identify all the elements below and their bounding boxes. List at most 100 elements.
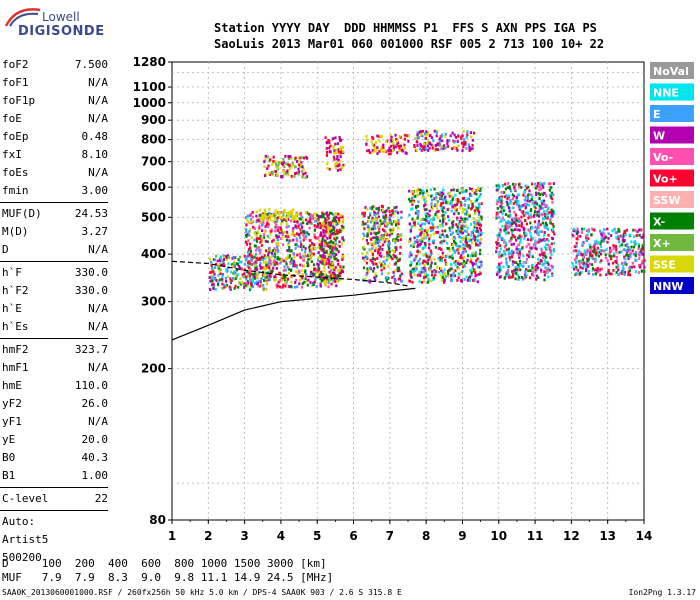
echo-pixel bbox=[467, 254, 470, 258]
echo-pixel bbox=[512, 202, 515, 205]
echo-pixel bbox=[479, 252, 482, 256]
echo-pixel bbox=[448, 139, 451, 142]
echo-pixel bbox=[430, 221, 433, 225]
echo-pixel bbox=[479, 272, 482, 276]
echo-pixel bbox=[381, 248, 384, 251]
echo-pixel bbox=[296, 220, 299, 224]
echo-pixel bbox=[268, 246, 271, 250]
echo-pixel bbox=[553, 249, 556, 253]
echo-pixel bbox=[440, 194, 444, 198]
echo-pixel bbox=[218, 278, 221, 282]
echo-pixel bbox=[334, 266, 337, 269]
echo-pixel bbox=[416, 188, 419, 192]
echo-pixel bbox=[468, 145, 471, 149]
echo-pixel bbox=[337, 158, 340, 162]
echo-pixel bbox=[388, 216, 392, 219]
echo-pixel bbox=[469, 268, 472, 272]
echo-pixel bbox=[258, 226, 261, 230]
ionogram-plot: 1 2 3 4 5 6 7 8 9 10 11 12 13 14802003004005006007008… bbox=[133, 55, 694, 543]
echo-pixel bbox=[416, 243, 420, 247]
echo-pixel bbox=[428, 209, 431, 213]
echo-pixel bbox=[572, 249, 575, 253]
echo-pixel bbox=[462, 260, 465, 263]
echo-pixel bbox=[328, 232, 331, 236]
echo-pixel bbox=[421, 145, 424, 148]
echo-pixel bbox=[552, 182, 555, 185]
echo-pixel bbox=[607, 268, 610, 272]
echo-pixel bbox=[518, 234, 521, 238]
echo-pixel bbox=[285, 280, 288, 284]
echo-pixel bbox=[409, 270, 412, 274]
echo-pixel bbox=[581, 266, 584, 270]
echo-pixel bbox=[335, 284, 338, 288]
echo-pixel bbox=[309, 217, 312, 221]
echo-pixel bbox=[413, 145, 416, 149]
echo-pixel bbox=[479, 223, 482, 227]
echo-pixel bbox=[583, 227, 586, 231]
echo-pixel bbox=[290, 280, 293, 284]
x-tick-label: 7 bbox=[386, 529, 394, 543]
echo-pixel bbox=[551, 209, 554, 213]
echo-pixel bbox=[380, 204, 383, 208]
echo-pixel bbox=[306, 261, 309, 264]
echo-pixel bbox=[263, 254, 266, 258]
echo-pixel bbox=[441, 270, 444, 274]
echo-pixel bbox=[505, 272, 508, 276]
echo-pixel bbox=[260, 223, 264, 227]
echo-pixel bbox=[225, 254, 228, 258]
echo-pixel bbox=[320, 248, 323, 252]
echo-pixel bbox=[525, 203, 528, 206]
echo-pixel bbox=[265, 249, 268, 253]
echo-pixel bbox=[541, 263, 544, 267]
echo-pixel bbox=[342, 265, 345, 269]
echo-pixel bbox=[324, 225, 327, 229]
echo-pixel bbox=[439, 235, 442, 239]
echo-pixel bbox=[433, 269, 436, 272]
echo-pixel bbox=[421, 240, 424, 244]
echo-pixel bbox=[334, 214, 337, 218]
echo-pixel bbox=[261, 229, 264, 232]
echo-pixel bbox=[302, 245, 305, 249]
echo-pixel bbox=[420, 189, 423, 193]
echo-pixel bbox=[578, 259, 581, 263]
echo-pixel bbox=[419, 188, 422, 192]
echo-pixel bbox=[335, 242, 338, 246]
echo-pixel bbox=[622, 269, 625, 273]
echo-pixel bbox=[538, 214, 541, 218]
echo-pixel bbox=[342, 238, 345, 242]
echo-pixel bbox=[444, 146, 447, 150]
echo-pixel bbox=[229, 277, 232, 281]
echo-pixel bbox=[549, 218, 552, 222]
echo-pixel bbox=[476, 209, 480, 212]
echo-pixel bbox=[446, 145, 449, 148]
echo-pixel bbox=[464, 217, 467, 221]
echo-pixel bbox=[417, 211, 420, 214]
echo-pixel bbox=[289, 284, 293, 288]
echo-pixel bbox=[468, 237, 471, 241]
echo-pixel bbox=[370, 220, 373, 224]
echo-pixel bbox=[582, 241, 585, 244]
echo-pixel bbox=[413, 241, 416, 245]
echo-pixel bbox=[387, 240, 390, 243]
echo-pixel bbox=[394, 240, 397, 244]
echo-pixel bbox=[613, 254, 616, 258]
echo-pixel bbox=[529, 231, 532, 235]
echo-pixel bbox=[470, 194, 473, 197]
echo-pixel bbox=[332, 254, 335, 257]
echo-pixel bbox=[300, 285, 304, 289]
param-separator bbox=[0, 487, 108, 488]
echo-pixel bbox=[600, 240, 603, 243]
echo-pixel bbox=[415, 189, 419, 193]
echo-pixel bbox=[590, 233, 593, 236]
echo-pixel bbox=[340, 224, 344, 228]
echo-pixel bbox=[378, 240, 381, 243]
echo-pixel bbox=[475, 259, 478, 263]
echo-pixel bbox=[380, 268, 383, 272]
echo-pixel bbox=[373, 221, 376, 225]
echo-pixel bbox=[525, 273, 528, 277]
echo-pixel bbox=[258, 224, 261, 228]
echo-pixel bbox=[600, 267, 603, 271]
echo-pixel bbox=[301, 269, 304, 273]
echo-pixel bbox=[387, 149, 390, 152]
echo-pixel bbox=[514, 213, 517, 217]
